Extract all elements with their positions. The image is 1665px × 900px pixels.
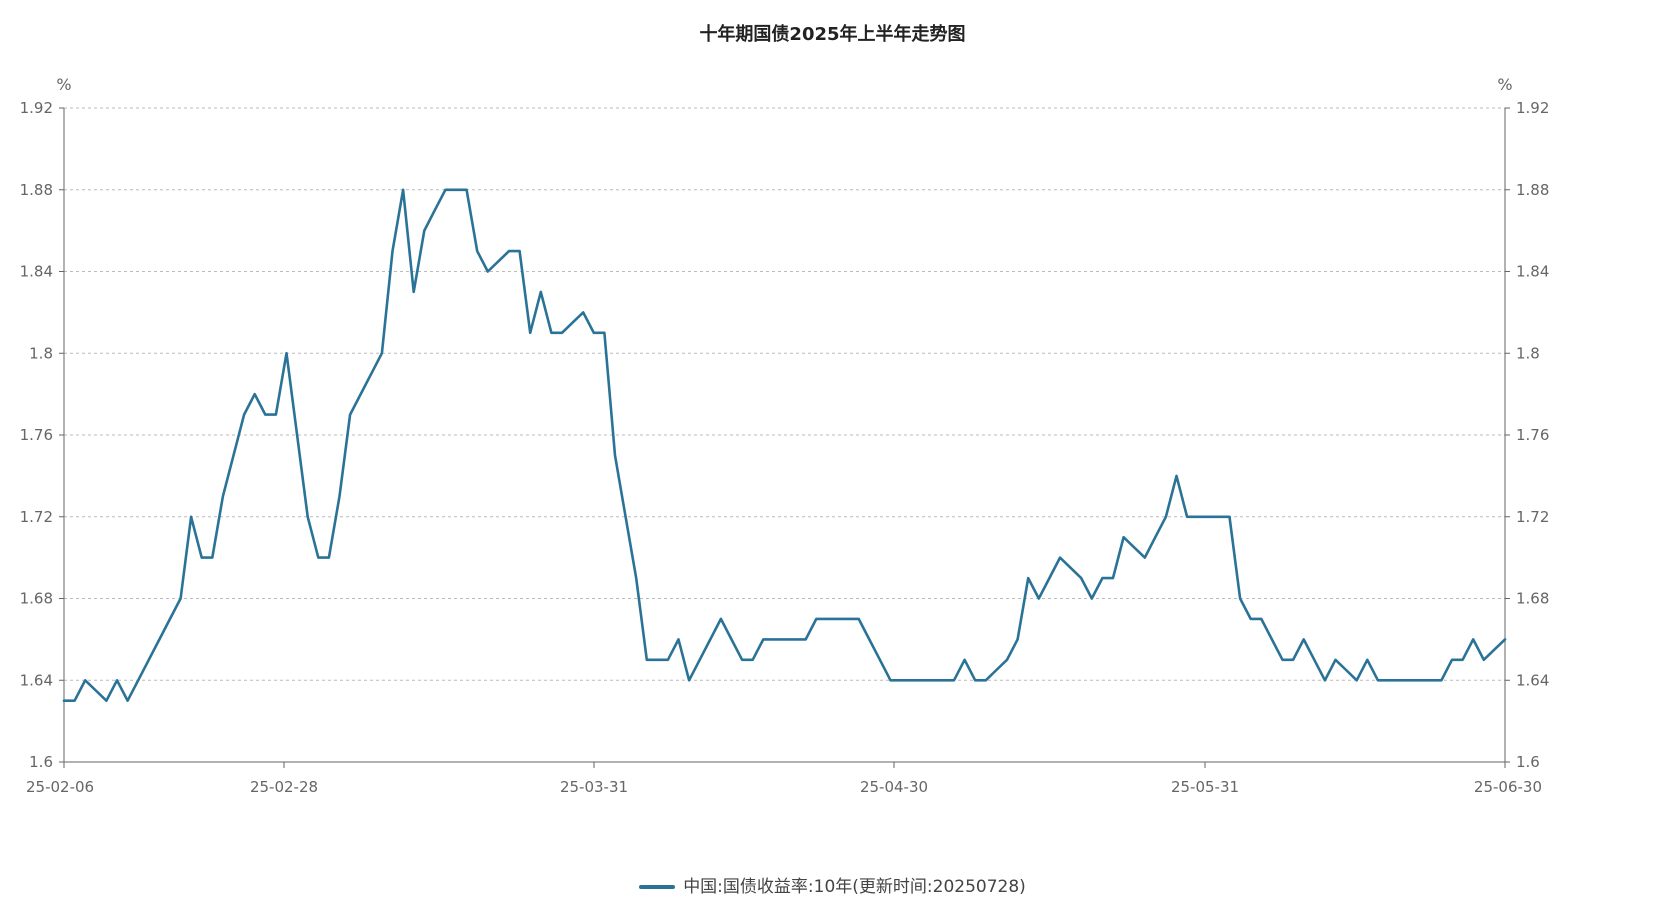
legend[interactable]: 中国:国债收益率:10年(更新时间:20250728) [0, 872, 1665, 897]
left-axis-unit: % [56, 75, 71, 94]
y-tick-labels: 1.6 1.6 1.64 1.64 1.68 1.68 1.72 1.72 1.76 1.76 1.… [20, 99, 1550, 771]
y-tick-label-left: 1.92 [20, 99, 53, 117]
x-tick-label: 25-02-06 [26, 778, 94, 796]
y-tick-label-left: 1.64 [20, 671, 53, 689]
chart-title: 十年期国债2025年上半年走势图 [699, 24, 966, 45]
grid-lines [64, 107, 1505, 681]
y-tick-label-left: 1.8 [29, 344, 53, 362]
y-tick-label-left: 1.68 [20, 590, 53, 608]
y-tick-label-right: 1.8 [1516, 344, 1540, 362]
y-tick-label-left: 1.88 [20, 181, 53, 199]
x-tick-label: 25-04-30 [860, 778, 928, 796]
x-tick-labels: 25-02-06 25-02-28 25-03-31 25-04-30 25-05-31… [26, 778, 1542, 796]
y-tick-label-right: 1.84 [1516, 263, 1549, 281]
series-layer [62, 188, 1507, 702]
y-tick-label-left: 1.84 [20, 263, 53, 281]
legend-label: 中国:国债收益率:10年(更新时间:20250728) [683, 877, 1026, 897]
right-axis-unit: % [1497, 75, 1512, 94]
y-tick-label-right: 1.72 [1516, 508, 1549, 526]
x-tick-label: 25-02-28 [250, 778, 318, 796]
y-tick-label-right: 1.68 [1516, 590, 1549, 608]
series-line [62, 188, 1507, 702]
x-tick-label: 25-06-30 [1474, 778, 1542, 796]
y-tick-label-left: 1.76 [20, 426, 53, 444]
y-tick-label-right: 1.92 [1516, 99, 1549, 117]
y-tick-label-right: 1.76 [1516, 426, 1549, 444]
axes [59, 107, 1510, 768]
y-tick-label-right: 1.6 [1516, 753, 1540, 771]
x-tick-label: 25-03-31 [560, 778, 628, 796]
y-tick-label-left: 1.6 [29, 753, 53, 771]
y-tick-label-right: 1.88 [1516, 181, 1549, 199]
x-tick-label: 25-05-31 [1171, 778, 1239, 796]
legend-swatch [639, 885, 676, 889]
y-tick-label-left: 1.72 [20, 508, 53, 526]
y-tick-label-right: 1.64 [1516, 671, 1549, 689]
